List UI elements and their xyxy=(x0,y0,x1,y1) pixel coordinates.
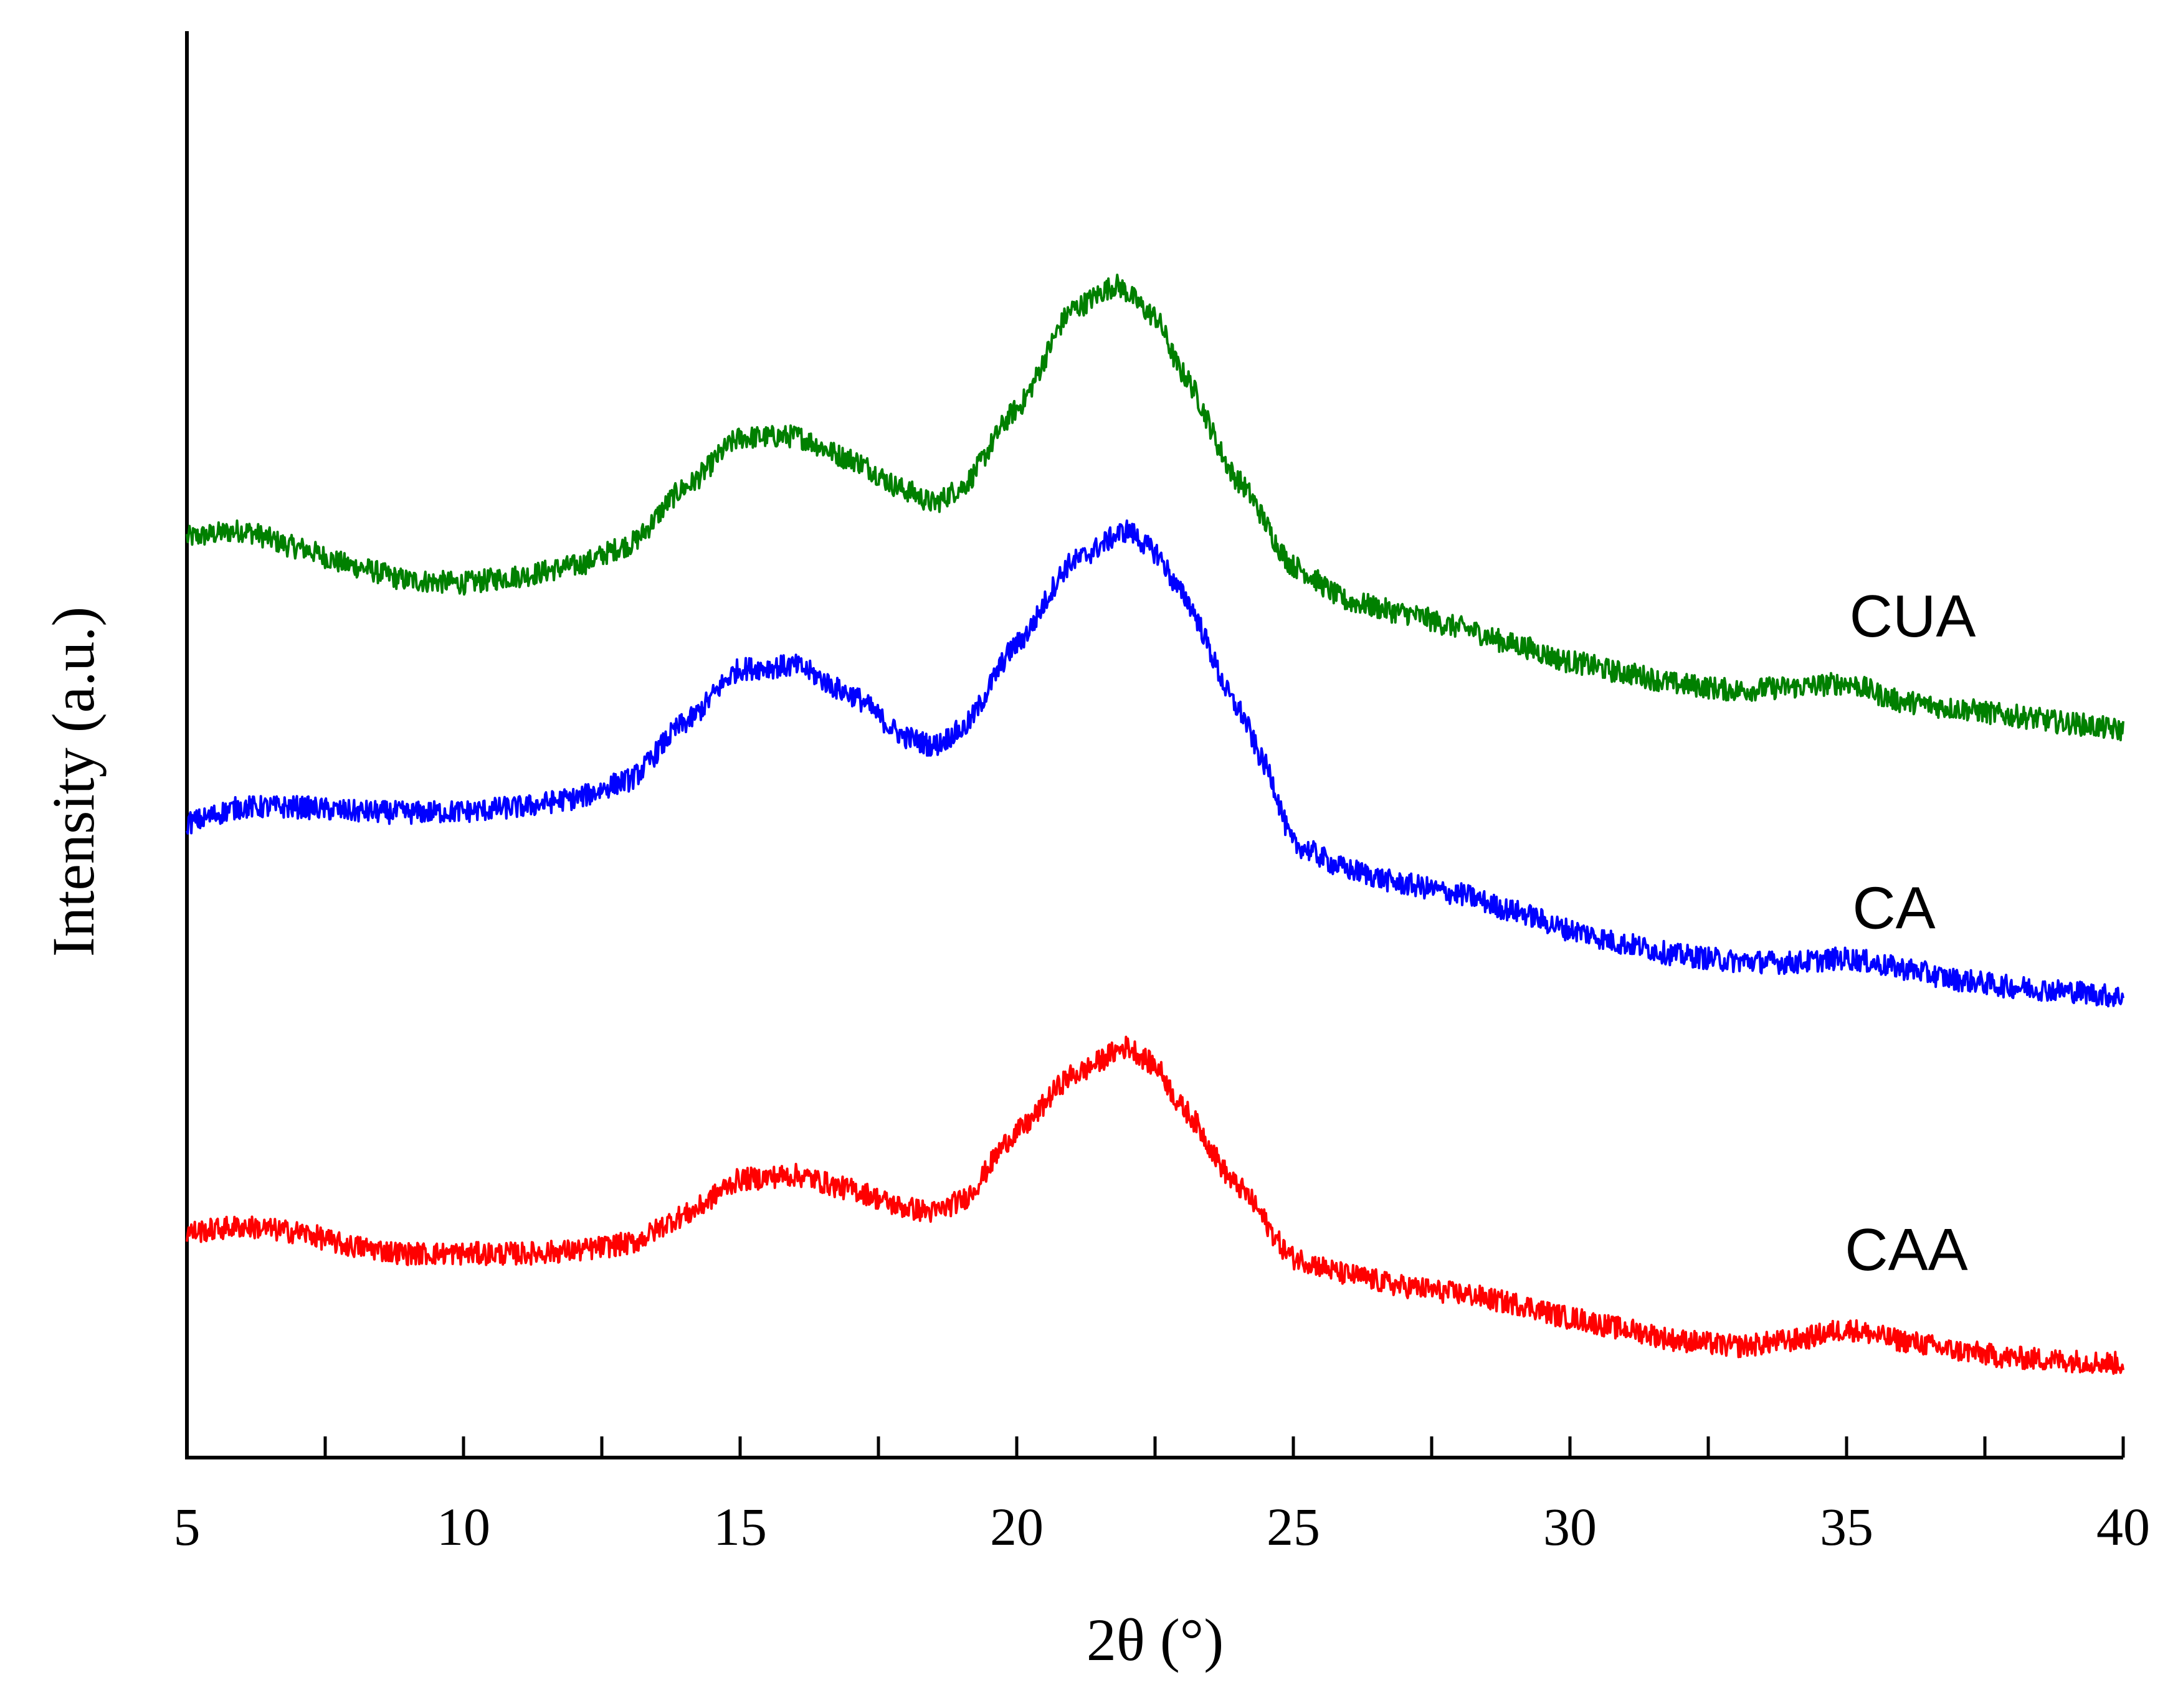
x-tick-label: 30 xyxy=(1543,1497,1597,1557)
y-axis-title: Intensity (a.u.) xyxy=(40,607,107,957)
x-tick-label: 40 xyxy=(2096,1497,2150,1557)
series-label-caa: CAA xyxy=(1845,1217,1967,1283)
x-tick-label: 15 xyxy=(713,1497,767,1557)
series-ca xyxy=(186,519,2124,1008)
x-axis-title: 2θ (°) xyxy=(1087,1606,1224,1673)
series-line-caa xyxy=(186,1035,2124,1375)
series-label-ca: CA xyxy=(1852,875,1935,941)
series-label-cua: CUA xyxy=(1850,583,1976,650)
x-tick-label: 25 xyxy=(1267,1497,1320,1557)
x-axis-tick-labels: 5 10 15 20 25 30 35 40 xyxy=(174,1497,2151,1557)
series-group xyxy=(186,273,2124,1375)
series-labels: CUA CA CAA xyxy=(1845,583,1976,1283)
series-line-ca xyxy=(186,519,2124,1008)
series-line-cua xyxy=(186,273,2124,742)
x-tick-label: 20 xyxy=(990,1497,1044,1557)
x-axis-ticks xyxy=(185,1436,2125,1458)
series-caa xyxy=(186,1035,2124,1375)
plot-area: 5 10 15 20 25 30 35 40 CUA CA CAA xyxy=(174,31,2151,1557)
x-tick-label: 5 xyxy=(174,1497,201,1557)
series-cua xyxy=(186,273,2124,742)
x-tick-label: 35 xyxy=(1820,1497,1873,1557)
x-tick-label: 10 xyxy=(437,1497,490,1557)
